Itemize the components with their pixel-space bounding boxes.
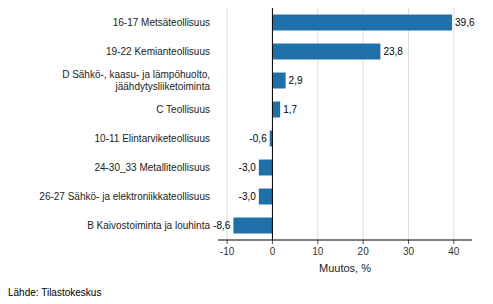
zero-line	[272, 8, 273, 240]
data-label: 2,9	[289, 75, 303, 86]
tick-mark	[317, 240, 318, 244]
category-label: B Kaivostoiminta ja louhinta	[87, 220, 210, 231]
category-label: 10-11 Elintarviketeollisuus	[95, 133, 210, 144]
footnote: Lähde: Tilastokeskus	[8, 287, 101, 298]
tick-label: 40	[448, 246, 460, 257]
grid	[227, 8, 454, 240]
bar	[272, 15, 452, 31]
category-label: D Sähkö-, kaasu- ja lämpöhuolto,jäähdyty…	[62, 69, 210, 92]
data-label: -3,0	[239, 191, 257, 202]
x-axis-line	[218, 240, 472, 241]
tick-mark	[363, 240, 364, 244]
tick-label: 10	[312, 246, 324, 257]
bar	[272, 44, 380, 60]
tick-mark	[453, 240, 454, 244]
tick-label: 30	[403, 246, 415, 257]
data-label: -8,6	[213, 220, 231, 231]
bar	[259, 189, 273, 205]
bars	[233, 15, 452, 234]
grid-line	[272, 8, 273, 240]
category-label: C Teollisuus	[156, 104, 210, 115]
tick-mark	[272, 240, 273, 244]
x-axis-title: Muutos, %	[319, 262, 371, 274]
bar	[259, 160, 273, 176]
grid-line	[317, 8, 318, 240]
category-label: 24-30_33 Metalliteollisuus	[94, 162, 210, 173]
grid-line	[408, 8, 409, 240]
data-label: 1,7	[283, 104, 297, 115]
data-label: 39,6	[455, 17, 475, 28]
data-label: -0,6	[249, 133, 267, 144]
category-label: 19-22 Kemianteollisuus	[106, 46, 210, 57]
category-label: 26-27 Sähkö- ja elektroniikkateollisuus	[39, 191, 210, 202]
tick-label: 20	[358, 246, 370, 257]
chart: -10 0 10 20 30 40 B Kaivostoiminta ja louhinta…	[0, 0, 493, 304]
grid-line	[453, 8, 454, 240]
data-label: -3,0	[239, 162, 257, 173]
bar	[233, 218, 272, 234]
tick-label: -10	[220, 246, 235, 257]
grid-line	[227, 8, 228, 240]
category-label: 16-17 Metsäteollisuus	[113, 17, 210, 28]
grid-line	[363, 8, 364, 240]
tick-mark	[227, 240, 228, 244]
bar	[272, 102, 280, 118]
tick-mark	[408, 240, 409, 244]
bar	[272, 73, 285, 89]
tick-label: 0	[270, 246, 276, 257]
data-label: 23,8	[383, 46, 403, 57]
